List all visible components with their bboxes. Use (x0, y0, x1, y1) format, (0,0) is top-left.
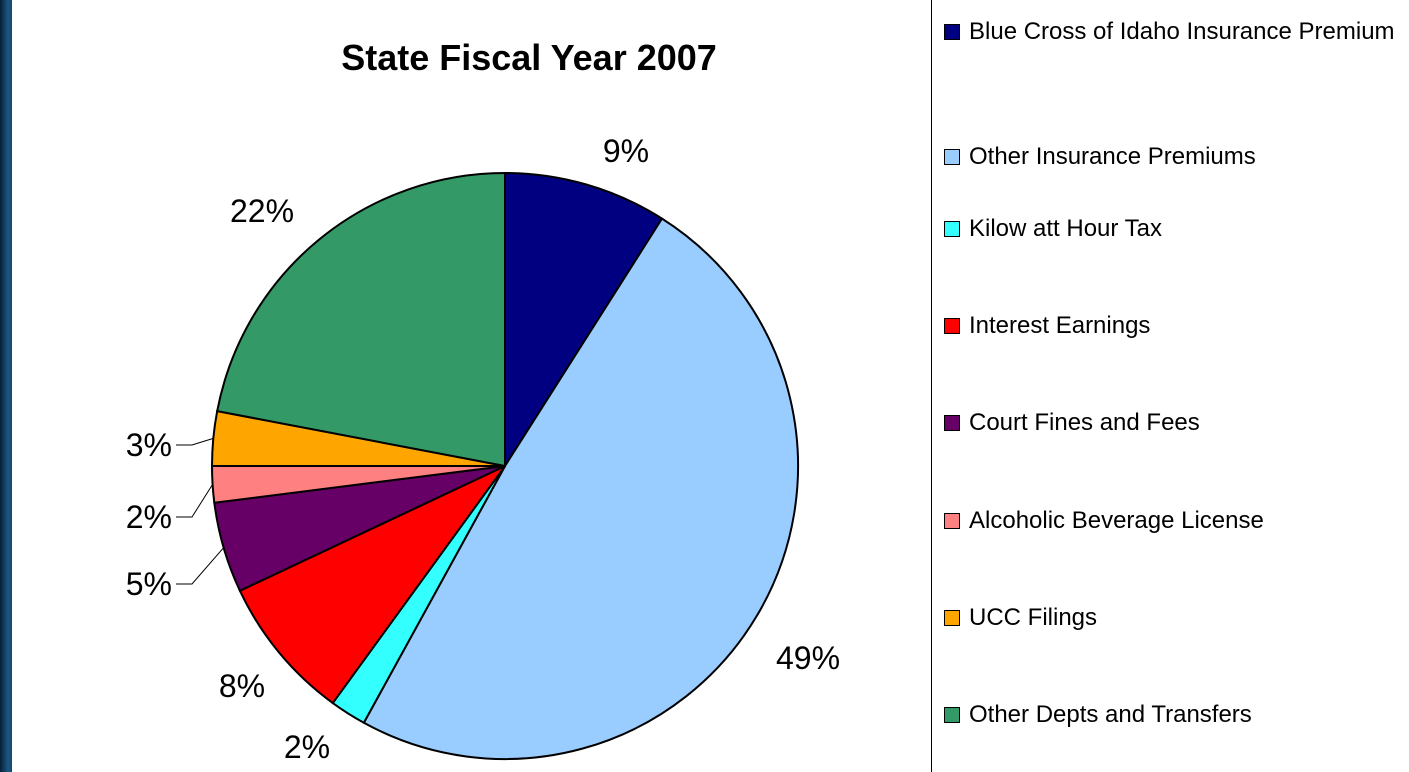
legend-item: Blue Cross of Idaho Insurance Premium (944, 16, 1409, 47)
legend-item: Court Fines and Fees (944, 407, 1409, 438)
legend-item: Alcoholic Beverage License (944, 505, 1409, 536)
legend-swatch (944, 415, 960, 431)
leader-line (176, 547, 224, 585)
slice-labels: 9% 49% 2% 8% 5% 2% 3% 22% (126, 133, 840, 765)
leader-lines (176, 437, 224, 585)
legend-swatch (944, 149, 960, 165)
slice-label: 3% (126, 427, 172, 463)
legend-swatch (944, 707, 960, 723)
legend-label: Kilow att Hour Tax (969, 215, 1162, 242)
legend-item: Interest Earnings (944, 310, 1409, 341)
chart-title: State Fiscal Year 2007 (341, 37, 717, 78)
legend-swatch (944, 24, 960, 40)
legend-swatch (944, 610, 960, 626)
pie-slice (216, 171, 506, 468)
chart-area: State Fiscal Year 2007 9% 49% 2% 8% 5% 2% 3% 22… (12, 0, 932, 772)
leader-line (176, 437, 214, 446)
slice-label: 22% (230, 193, 294, 229)
legend-label: Blue Cross of Idaho Insurance Premium (969, 18, 1395, 45)
legend-label: Other Depts and Transfers (969, 701, 1252, 728)
legend-label: UCC Filings (969, 604, 1098, 631)
legend: Blue Cross of Idaho Insurance Premium Ot… (932, 0, 1409, 772)
leader-line (176, 484, 214, 518)
slice-label: 2% (126, 499, 172, 535)
legend-swatch (944, 318, 960, 334)
legend-swatch (944, 513, 960, 529)
legend-label: Interest Earnings (969, 312, 1151, 339)
pie-slice (362, 217, 800, 760)
legend-item: Other Insurance Premiums (944, 141, 1409, 172)
slice-label: 5% (126, 566, 172, 602)
pie-slice (504, 171, 664, 470)
legend-swatch (944, 221, 960, 237)
legend-item: Kilow att Hour Tax (944, 213, 1409, 244)
slice-label: 2% (284, 729, 330, 765)
legend-item: UCC Filings (944, 602, 1409, 633)
pie-slice (238, 465, 506, 705)
legend-label: Alcoholic Beverage License (969, 507, 1264, 534)
legend-item: Other Depts and Transfers (944, 699, 1409, 730)
legend-label: Other Insurance Premiums (969, 143, 1256, 170)
legend-label: Court Fines and Fees (969, 409, 1200, 436)
pie-slices (210, 171, 800, 760)
slice-label: 8% (219, 668, 265, 704)
slice-label: 9% (603, 133, 649, 169)
slice-label: 49% (776, 640, 840, 676)
pie-chart: State Fiscal Year 2007 9% 49% 2% 8% 5% 2% 3% 22… (126, 37, 840, 765)
